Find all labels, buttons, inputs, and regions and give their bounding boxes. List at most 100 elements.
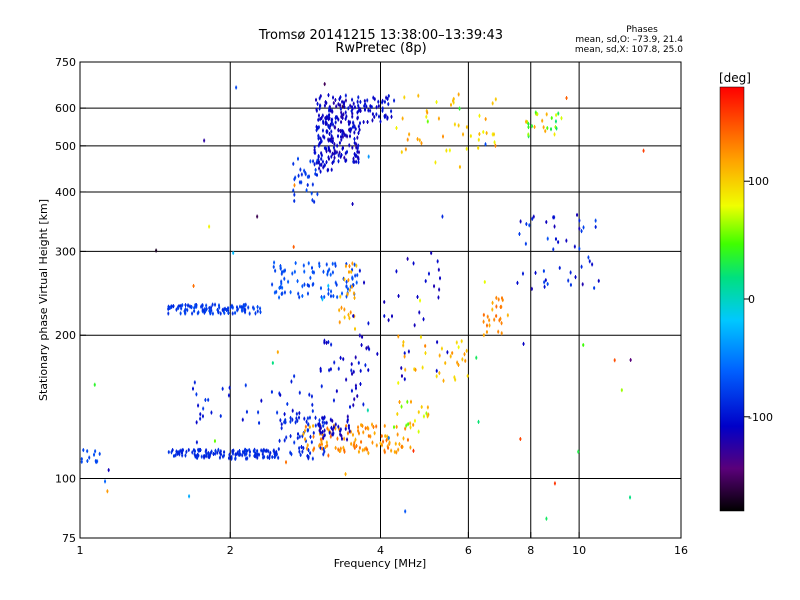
echo-point-mark (335, 150, 337, 155)
echo-point-mark (419, 298, 421, 303)
echo-point-mark (385, 438, 387, 443)
echo-point-mark (351, 114, 353, 119)
echo-point-mark (544, 129, 546, 134)
echo-point-mark (350, 429, 352, 434)
echo-point-mark (361, 343, 363, 348)
echo-point-mark (198, 448, 200, 453)
echo-point-mark (547, 236, 549, 241)
echo-point-mark (302, 446, 304, 451)
echo-point-mark (297, 279, 299, 284)
echo-point-mark (425, 114, 427, 119)
echo-point-mark (218, 305, 220, 310)
echo-point-mark (200, 304, 202, 309)
echo-point-mark (203, 453, 205, 458)
echo-point-mark (438, 267, 440, 272)
echo-point-mark (359, 333, 361, 338)
echo-point-mark (328, 368, 330, 373)
echo-point-mark (525, 241, 527, 246)
echo-point-mark (194, 452, 196, 457)
echo-point-mark (322, 430, 324, 435)
echo-point-mark (211, 449, 213, 454)
echo-point-mark (397, 334, 399, 339)
echo-point-mark (273, 448, 275, 453)
echo-point-mark (551, 116, 553, 121)
echo-point-mark (81, 456, 83, 461)
echo-point-mark (245, 448, 247, 453)
echo-point-mark (345, 472, 347, 477)
echo-point-mark (188, 447, 190, 452)
cluster-f1-trace (167, 302, 262, 316)
echo-point-mark (404, 367, 406, 372)
echo-point-mark (196, 456, 198, 461)
echo-point-mark (358, 360, 360, 365)
echo-point-mark (359, 121, 361, 126)
echo-point-mark (462, 132, 464, 137)
echo-point-mark (313, 270, 315, 275)
echo-point-mark (330, 154, 332, 159)
echo-point-mark (327, 114, 329, 119)
echo-point-mark (316, 128, 318, 133)
echo-point-mark (202, 307, 204, 312)
echo-point-mark (388, 318, 390, 323)
echo-point-mark (453, 100, 455, 105)
echo-point-mark (402, 343, 404, 348)
echo-point-mark (311, 440, 313, 445)
echo-point-mark (314, 150, 316, 155)
echo-point-mark (245, 383, 247, 388)
echo-point-mark (260, 398, 262, 403)
echo-point-mark (283, 276, 285, 281)
echo-point-mark (278, 295, 280, 300)
echo-point-mark (243, 307, 245, 312)
echo-point-mark (402, 436, 404, 441)
echo-point-mark (216, 450, 218, 455)
echo-point-mark (498, 318, 500, 323)
echo-point-mark (220, 449, 222, 454)
x-tick-label: 6 (465, 544, 472, 557)
echo-point-mark (391, 314, 393, 319)
echo-point-mark (347, 431, 349, 436)
echo-point-mark (172, 448, 174, 453)
chart-subtitle: RwPretec (8p) (335, 41, 426, 56)
echo-point-mark (178, 304, 180, 309)
echo-point-mark (232, 448, 234, 453)
echo-point-mark (220, 414, 222, 419)
echo-point-mark (331, 418, 333, 423)
echo-point-mark (292, 188, 294, 193)
echo-point-mark (81, 459, 83, 464)
echo-point-mark (322, 417, 324, 422)
echo-point-mark (382, 106, 384, 111)
echo-point-mark (308, 283, 310, 288)
echo-point-mark (239, 449, 241, 454)
echo-point-mark (332, 261, 334, 266)
echo-point-mark (336, 282, 338, 287)
echo-point-mark (387, 115, 389, 120)
echo-point-mark (354, 273, 356, 278)
echo-point-mark (318, 113, 320, 118)
echo-point-mark (326, 129, 328, 134)
echo-point-mark (332, 294, 334, 299)
echo-point-mark (492, 101, 494, 106)
cluster-f2-top (362, 93, 396, 125)
echo-point-mark (355, 355, 357, 360)
echo-point-mark (486, 131, 488, 136)
echo-point-mark (212, 311, 214, 316)
echo-point-mark (303, 269, 305, 274)
echo-point-mark (371, 440, 373, 445)
echo-point-mark (372, 425, 374, 430)
echo-point-mark (256, 452, 258, 457)
echo-point-mark (461, 339, 463, 344)
echo-point-mark (356, 280, 358, 285)
echo-point-mark (312, 159, 314, 164)
echo-point-mark (436, 340, 438, 345)
echo-point-mark (329, 137, 331, 142)
echo-point-mark (321, 297, 323, 302)
echo-point-mark (355, 153, 357, 158)
echo-point-mark (369, 108, 371, 113)
echo-point-mark (217, 447, 219, 452)
echo-point-mark (208, 224, 210, 229)
echo-point-mark (356, 273, 358, 278)
echo-point-mark (409, 421, 411, 426)
echo-point-mark (466, 125, 468, 130)
echo-point-mark (328, 112, 330, 117)
echo-point-mark (326, 340, 328, 345)
